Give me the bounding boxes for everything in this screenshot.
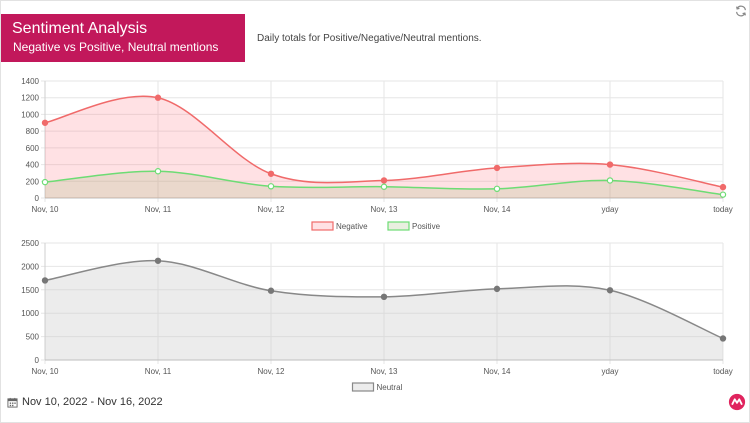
date-range-label: Nov 10, 2022 - Nov 16, 2022: [22, 396, 163, 408]
legend-label-neutral[interactable]: Neutral: [377, 383, 403, 392]
data-point-negative[interactable]: [493, 164, 501, 172]
y-tick-label: 2000: [21, 262, 39, 271]
y-tick-label: 200: [26, 177, 40, 186]
x-tick-label: Nov, 14: [484, 367, 512, 376]
title-banner: Sentiment Analysis Negative vs Positive,…: [1, 14, 245, 62]
legend-swatch-neutral[interactable]: [351, 382, 375, 392]
y-tick-label: 1000: [21, 110, 39, 119]
data-point-positive[interactable]: [719, 191, 727, 198]
y-tick-label: 1400: [21, 77, 39, 86]
x-tick-label: Nov, 12: [258, 367, 286, 376]
x-tick-label: Nov, 13: [371, 205, 399, 214]
negative-positive-chart: 0 200 400 600 800 1000 1200 1400 Nov, 10 Nov, 11 N…: [21, 77, 733, 231]
x-tick-label: Nov, 11: [145, 367, 172, 376]
y-tick-label: 1000: [21, 309, 39, 318]
data-point-neutral[interactable]: [267, 287, 275, 294]
series-area-negative: [45, 96, 723, 198]
data-point-positive[interactable]: [380, 183, 388, 190]
legend-label-negative[interactable]: Negative: [336, 222, 368, 231]
data-point-negative[interactable]: [380, 177, 388, 184]
x-tick-label: Nov, 14: [484, 205, 512, 214]
x-tick-label: yday: [602, 205, 619, 214]
data-point-negative[interactable]: [41, 119, 49, 126]
x-tick-label: Nov, 11: [145, 205, 172, 214]
widget-description: Daily totals for Positive/Negative/Neutr…: [257, 33, 482, 44]
y-tick-label: 800: [26, 127, 40, 136]
data-point-negative[interactable]: [606, 161, 614, 168]
data-point-neutral[interactable]: [493, 285, 501, 293]
x-tick-label: Nov, 12: [258, 205, 286, 214]
refresh-icon[interactable]: [734, 4, 748, 18]
data-point-positive[interactable]: [606, 177, 614, 184]
legend-swatch-positive[interactable]: [387, 221, 410, 231]
x-tick-label: yday: [602, 367, 619, 376]
y-tick-label: 2500: [21, 239, 39, 248]
calendar-icon: [7, 397, 18, 408]
data-point-neutral[interactable]: [606, 287, 614, 294]
x-tick-label: Nov, 10: [32, 205, 60, 214]
y-tick-label: 500: [26, 333, 40, 342]
y-tick-label: 600: [26, 144, 40, 153]
legend-swatch-negative[interactable]: [311, 221, 334, 231]
data-point-neutral[interactable]: [719, 335, 727, 342]
legend-label-positive[interactable]: Positive: [412, 222, 441, 231]
x-tick-label: today: [713, 367, 733, 376]
series-area-positive: [45, 171, 723, 198]
y-tick-label: 0: [35, 194, 40, 203]
data-point-negative[interactable]: [719, 183, 727, 191]
data-point-positive[interactable]: [41, 178, 49, 186]
widget-subtitle: Negative vs Positive, Neutral mentions: [13, 40, 219, 54]
series-area-neutral: [45, 260, 723, 360]
data-point-positive[interactable]: [267, 183, 275, 190]
x-tick-label: Nov, 10: [32, 367, 60, 376]
brand-logo: [728, 393, 746, 411]
widget-title: Sentiment Analysis: [12, 20, 148, 37]
x-tick-label: Nov, 13: [371, 367, 399, 376]
x-tick-label: today: [713, 205, 733, 214]
data-point-negative[interactable]: [154, 94, 162, 101]
data-point-neutral[interactable]: [154, 257, 162, 264]
data-point-neutral[interactable]: [380, 293, 388, 301]
data-point-positive[interactable]: [493, 185, 501, 193]
data-point-negative[interactable]: [267, 170, 275, 177]
y-tick-label: 0: [35, 356, 40, 365]
y-tick-label: 1200: [21, 94, 39, 103]
data-point-positive[interactable]: [154, 168, 162, 175]
neutral-chart: 0 500 1000 1500 2000 2500 Nov, 10 Nov, 11 Nov, 1…: [21, 239, 733, 392]
y-tick-label: 1500: [21, 286, 39, 295]
y-tick-label: 400: [26, 161, 40, 170]
date-range[interactable]: Nov 10, 2022 - Nov 16, 2022: [7, 396, 163, 408]
data-point-neutral[interactable]: [41, 277, 49, 284]
